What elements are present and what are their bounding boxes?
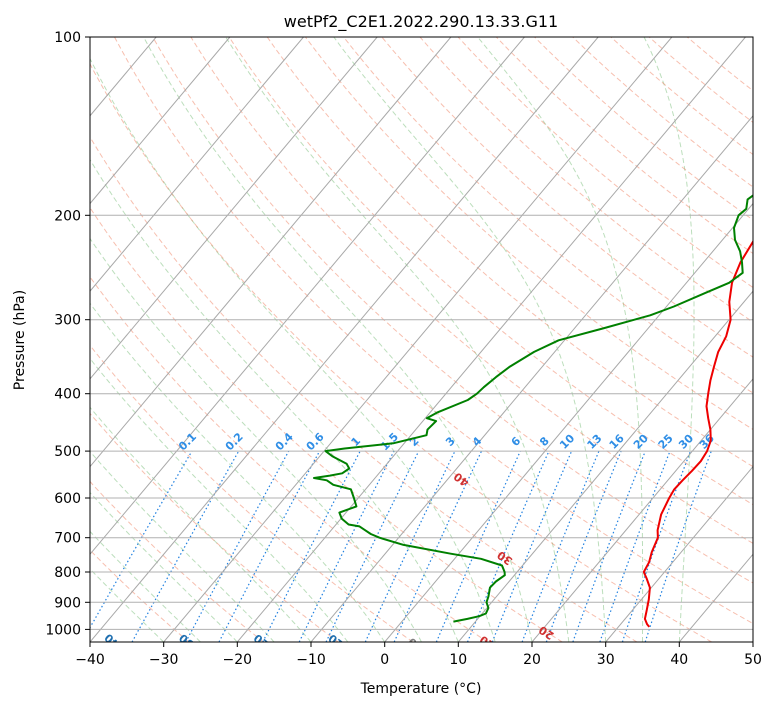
dry-adiabat-14 bbox=[343, 37, 753, 394]
isotherm-19 bbox=[605, 465, 753, 642]
moist-adiabat-3 bbox=[90, 450, 275, 642]
dry-adiabat-4 bbox=[90, 276, 488, 642]
y-axis-ticks: 100 200 300 400 500 600 700 800 900 1000 bbox=[45, 30, 90, 638]
profile-series bbox=[313, 194, 753, 628]
x-tick-label-9: 50 bbox=[744, 652, 762, 668]
moist-adiabat-5 bbox=[90, 357, 349, 642]
moist-adiabat-10 bbox=[143, 37, 533, 642]
moist-adiabat-12 bbox=[333, 37, 607, 642]
dry-adiabat-11 bbox=[228, 37, 753, 506]
isotherm-10 bbox=[90, 37, 452, 468]
moist-adiabat-7 bbox=[90, 237, 422, 642]
dry-adiabat-16 bbox=[419, 37, 753, 323]
y-tick-label-9: 1000 bbox=[45, 622, 81, 638]
isotherm-16 bbox=[384, 202, 753, 642]
moist-adiabat-1 bbox=[90, 530, 201, 642]
x-tick-label-5: 10 bbox=[449, 652, 467, 668]
x-axis-ticks: −40 −30 −20 −10 0 10 20 30 40 50 bbox=[75, 642, 762, 668]
mixing-ratio-line-9 bbox=[435, 450, 521, 642]
mixing-ratio-line-5 bbox=[298, 450, 395, 642]
plot-frame bbox=[89, 36, 754, 643]
isotherm-14 bbox=[236, 37, 746, 642]
mixing-ratio-line-3 bbox=[218, 450, 321, 642]
y-tick-label-0: 100 bbox=[54, 30, 81, 46]
y-tick-label-6: 700 bbox=[54, 531, 81, 547]
isotherm-7 bbox=[90, 37, 231, 205]
moist-adiabat-0 bbox=[90, 568, 165, 642]
dry-adiabat-label-7: -30 bbox=[176, 631, 200, 654]
profile-line-1 bbox=[313, 194, 753, 623]
isotherm-18 bbox=[531, 378, 753, 642]
dry-adiabat-6 bbox=[90, 136, 638, 642]
dry-adiabat-17 bbox=[457, 37, 753, 289]
dry-adiabat-9 bbox=[152, 37, 753, 584]
isotherm-13 bbox=[163, 37, 673, 642]
isotherm-9 bbox=[90, 37, 378, 380]
chart-title: wetPf2_C2E1.2022.290.13.33.G11 bbox=[284, 12, 558, 32]
x-tick-label-2: −20 bbox=[223, 652, 253, 668]
y-tick-label-2: 300 bbox=[54, 313, 81, 329]
dry-adiabat-label-9: -10 bbox=[326, 631, 350, 654]
mixing-ratio-line-12 bbox=[521, 450, 600, 642]
moist-adiabat-11 bbox=[225, 37, 570, 642]
dry-adiabat-1 bbox=[90, 480, 264, 642]
mixing-ratio-line-17 bbox=[644, 450, 712, 642]
dry-adiabat-13 bbox=[305, 37, 753, 431]
y-axis-label: Pressure (hPa) bbox=[12, 290, 28, 390]
plot-area: -100-90-80-70-60-50-40-30-20-10010203040… bbox=[90, 37, 753, 654]
mixing-ratio-line-14 bbox=[572, 450, 646, 642]
mixing-ratio-line-15 bbox=[599, 450, 671, 642]
y-tick-label-7: 800 bbox=[54, 565, 81, 581]
dry-adiabat-label-11: 10 bbox=[477, 633, 497, 653]
dry-adiabat-label-10: 0 bbox=[405, 635, 419, 650]
dry-adiabat-5 bbox=[90, 206, 563, 642]
y-tick-label-3: 400 bbox=[54, 387, 81, 403]
isobar-gridlines bbox=[90, 37, 753, 630]
y-tick-label-4: 500 bbox=[54, 444, 81, 460]
dry-adiabat-label-6: -40 bbox=[102, 631, 126, 654]
y-tick-label-8: 900 bbox=[54, 595, 81, 611]
isotherm-11 bbox=[90, 37, 525, 556]
x-tick-label-8: 40 bbox=[670, 652, 688, 668]
x-tick-label-0: −40 bbox=[75, 652, 105, 668]
x-tick-label-7: 30 bbox=[597, 652, 615, 668]
mixing-ratio-line-16 bbox=[621, 450, 692, 642]
mixing-ratio-line-13 bbox=[545, 450, 622, 642]
moist-adiabat-13 bbox=[477, 37, 644, 642]
profile-line-0 bbox=[642, 239, 753, 628]
y-tick-label-1: 200 bbox=[54, 208, 81, 224]
dry-adiabat-label-8: -20 bbox=[251, 631, 275, 654]
isotherm-8 bbox=[90, 37, 304, 292]
mixing-ratio-line-2 bbox=[185, 450, 290, 642]
x-axis-label: Temperature (°C) bbox=[360, 681, 482, 697]
x-tick-label-6: 20 bbox=[523, 652, 541, 668]
x-tick-label-1: −30 bbox=[149, 652, 179, 668]
y-tick-label-5: 600 bbox=[54, 491, 81, 507]
x-tick-label-3: −10 bbox=[296, 652, 326, 668]
moist-adiabat-9 bbox=[90, 57, 496, 642]
x-tick-label-4: 0 bbox=[380, 652, 389, 668]
moist-adiabat-2 bbox=[90, 491, 238, 642]
dry-adiabat-2 bbox=[90, 412, 339, 642]
dry-adiabat-10 bbox=[190, 37, 753, 544]
isotherm-17 bbox=[457, 290, 753, 642]
isotherm-12 bbox=[90, 37, 599, 642]
